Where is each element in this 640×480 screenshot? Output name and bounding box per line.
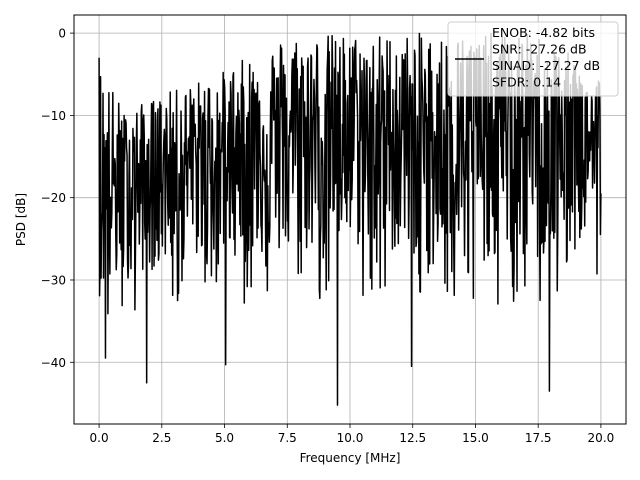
legend-sfdr: SFDR: 0.14 [492,75,561,90]
ticks: 0.0 2.5 5.0 7.5 10.0 12.5 15.0 17.5 20.0 0 −10 −20 −… [41,27,615,445]
psd-series-line [98,32,602,406]
y-tick-label: −10 [41,109,66,123]
y-axis-label: PSD [dB] [14,193,28,246]
x-tick-label: 0.0 [90,431,109,445]
x-tick-label: 17.5 [525,431,552,445]
y-tick-label: −30 [41,273,66,287]
x-tick-label: 15.0 [462,431,489,445]
x-tick-label: 12.5 [399,431,426,445]
x-tick-label: 10.0 [337,431,364,445]
y-tick-label: 0 [58,27,66,41]
legend-sinad: SINAD: -27.27 dB [492,58,600,73]
y-tick-label: −40 [41,356,66,370]
x-tick-label: 7.5 [278,431,297,445]
legend: ENOB: -4.82 bits SNR: -27.26 dB SINAD: -… [447,21,619,97]
legend-box [447,21,619,97]
x-tick-label: 20.0 [588,431,615,445]
x-axis-label: Frequency [MHz] [300,451,401,465]
x-tick-label: 5.0 [215,431,234,445]
legend-enob: ENOB: -4.82 bits [492,25,595,40]
x-tick-label: 2.5 [152,431,171,445]
y-tick-label: −20 [41,191,66,205]
series-layer [98,32,602,406]
legend-snr: SNR: -27.26 dB [492,42,587,57]
